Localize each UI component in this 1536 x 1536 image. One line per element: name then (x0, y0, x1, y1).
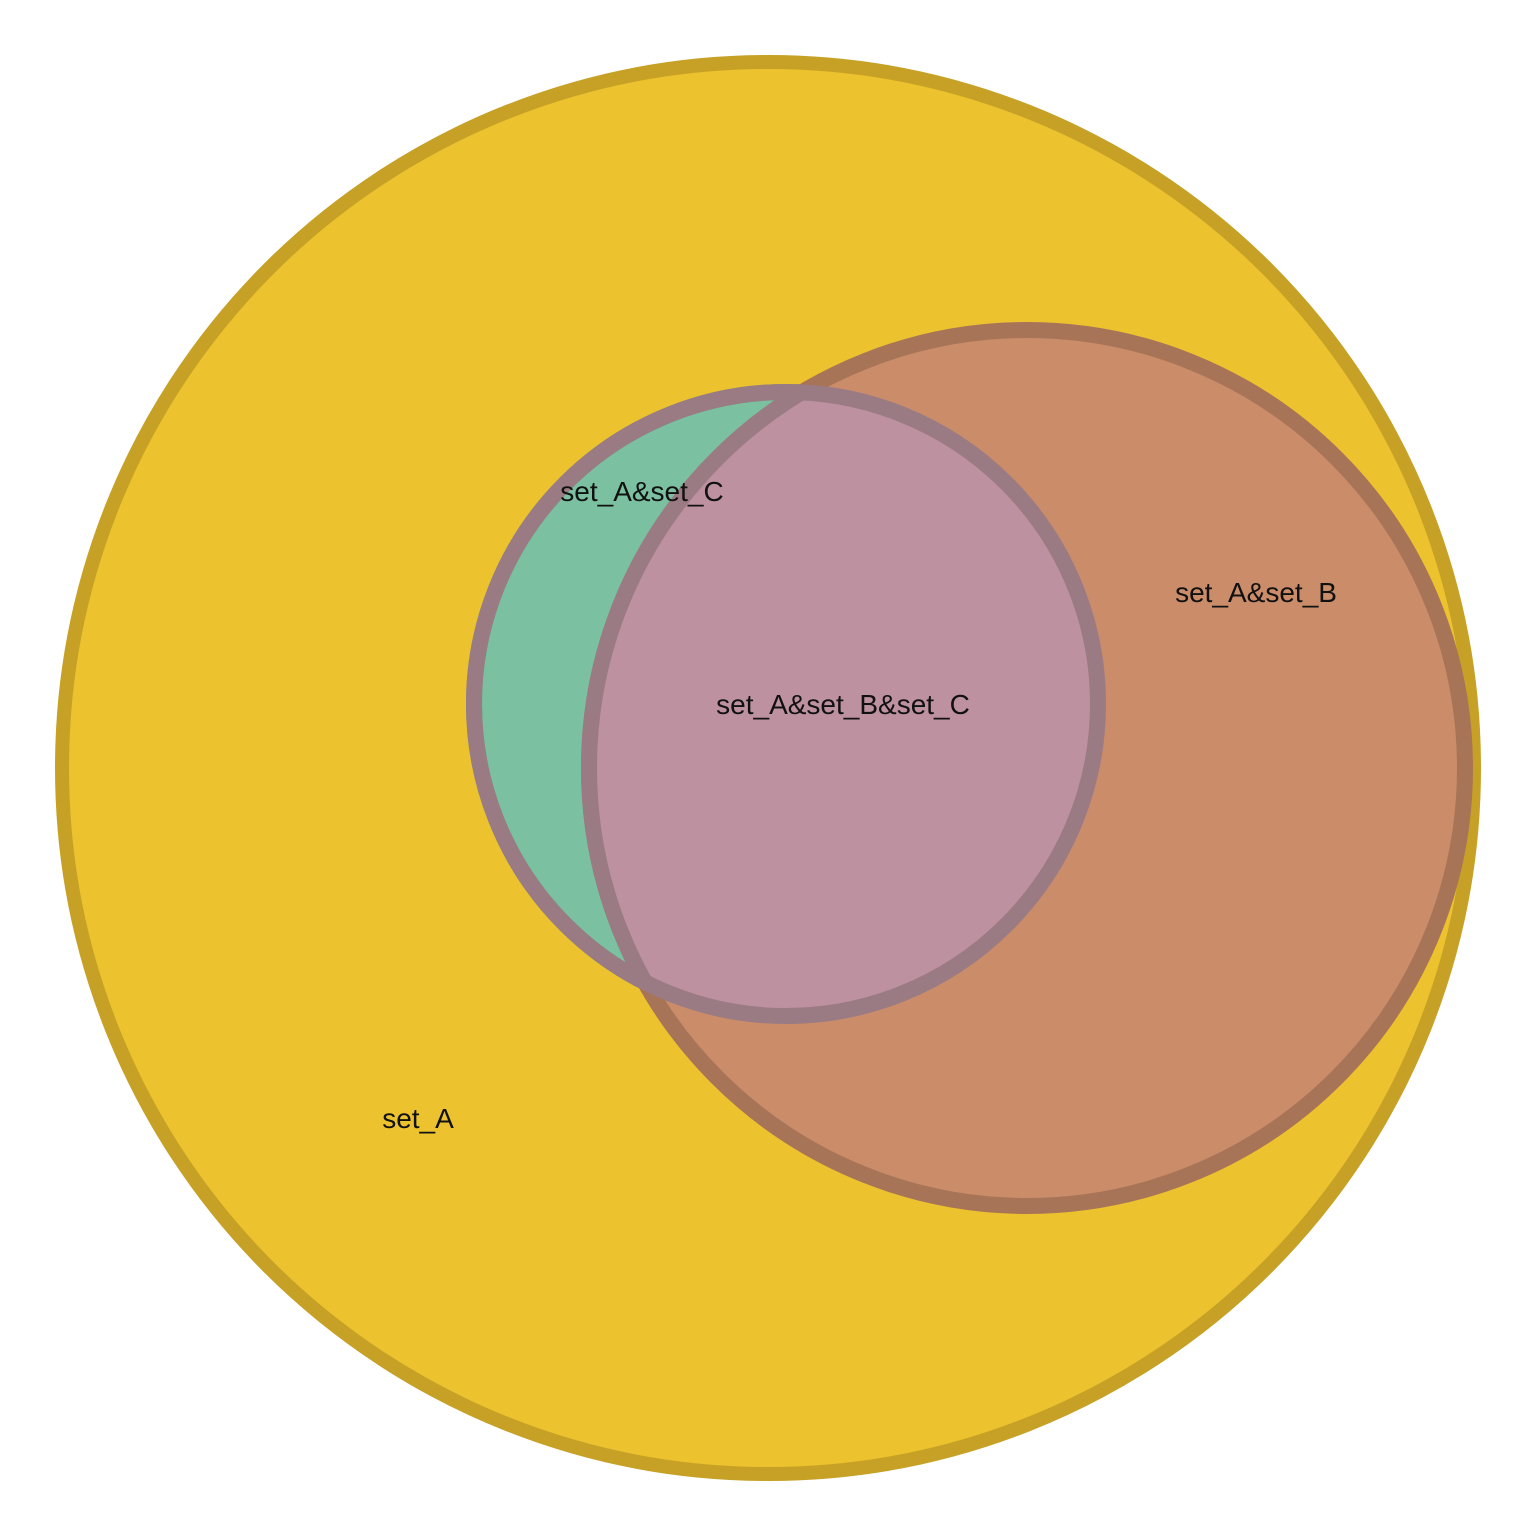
label-set-a: set_A (382, 1103, 454, 1134)
label-set-a-and-c: set_A&set_C (560, 476, 723, 507)
label-set-a-b-c: set_A&set_B&set_C (716, 689, 970, 720)
label-set-a-and-b: set_A&set_B (1175, 577, 1337, 608)
